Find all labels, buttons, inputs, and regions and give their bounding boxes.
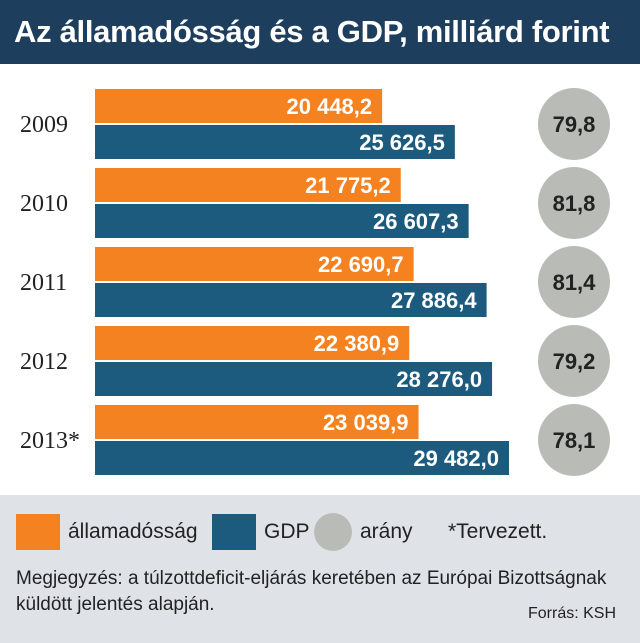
year-label: 2010 <box>20 191 68 217</box>
chart-plot-area: 2009 20 448,2 25 626,5 79,8 2010 21 775,2 26 6… <box>0 64 640 495</box>
debt-bar <box>95 405 419 439</box>
legend-label-gdp: GDP <box>264 520 310 543</box>
ratio-circle <box>538 88 610 160</box>
gdp-bar <box>95 441 509 475</box>
debt-value-label: 22 380,9 <box>314 331 400 356</box>
gdp-bar <box>95 283 487 317</box>
gdp-value-label: 29 482,0 <box>413 446 499 471</box>
legend-item-debt: államadósság <box>16 512 198 552</box>
legend-footnote: *Tervezett. <box>448 520 548 543</box>
legend-swatch-ratio <box>314 513 352 551</box>
legend: államadósság GDP arány *Tervezett. <box>16 512 636 552</box>
ratio-circle <box>538 246 610 318</box>
gdp-bar <box>95 204 469 238</box>
ratio-value-label: 79,2 <box>553 349 596 374</box>
year-label: 2012 <box>20 349 68 375</box>
gdp-bar <box>95 362 493 396</box>
debt-bar <box>95 247 414 281</box>
ratio-value-label: 81,8 <box>553 191 596 216</box>
gdp-bar <box>95 125 455 159</box>
gdp-value-label: 26 607,3 <box>373 209 459 234</box>
debt-value-label: 21 775,2 <box>305 173 391 198</box>
legend-item-gdp: GDP <box>212 512 310 552</box>
legend-swatch-gdp <box>212 514 256 550</box>
legend-item-ratio: arány <box>314 512 413 552</box>
ratio-value-label: 78,1 <box>553 428 596 453</box>
debt-value-label: 20 448,2 <box>287 94 373 119</box>
gdp-value-label: 28 276,0 <box>396 367 482 392</box>
source-credit: Forrás: KSH <box>527 605 616 622</box>
debt-value-label: 22 690,7 <box>318 252 404 277</box>
chart-title: Az államadósság és a GDP, milliárd forin… <box>0 0 640 64</box>
gdp-value-label: 25 626,5 <box>359 130 445 155</box>
legend-label-debt: államadósság <box>68 520 198 543</box>
debt-bar <box>95 89 383 123</box>
legend-label-ratio: arány <box>360 520 413 543</box>
year-label: 2013* <box>20 428 80 454</box>
ratio-circle <box>538 167 610 239</box>
legend-swatch-debt <box>16 514 60 550</box>
year-label: 2009 <box>20 112 68 138</box>
ratio-circle <box>538 325 610 397</box>
debt-bar <box>95 168 401 202</box>
year-label: 2011 <box>20 270 67 296</box>
bar-chart: 2009 20 448,2 25 626,5 79,8 2010 21 775,2 26 6… <box>20 88 610 476</box>
ratio-value-label: 81,4 <box>553 270 597 295</box>
gdp-value-label: 27 886,4 <box>391 288 477 313</box>
footnote-text: Megjegyzés: a túlzottdeficit-eljárás ker… <box>16 568 607 615</box>
debt-bar <box>95 326 410 360</box>
ratio-value-label: 79,8 <box>553 112 596 137</box>
ratio-circle <box>538 404 610 476</box>
legend-item-footnote: *Tervezett. <box>448 512 547 552</box>
debt-value-label: 23 039,9 <box>323 410 409 435</box>
